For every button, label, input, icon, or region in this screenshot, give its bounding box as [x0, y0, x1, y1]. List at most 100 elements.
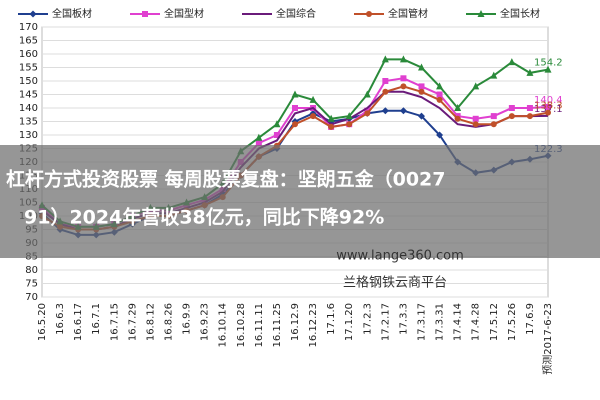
data-point	[364, 110, 371, 117]
data-point	[545, 103, 551, 110]
x-tick-label: 16.12.9	[290, 303, 301, 341]
data-point	[418, 112, 425, 120]
data-point	[400, 75, 407, 82]
data-point	[508, 105, 515, 111]
end-value-label: 137.1	[534, 104, 563, 115]
data-point	[381, 107, 389, 115]
data-point	[526, 68, 534, 76]
legend-label: 全国型材	[164, 7, 204, 20]
legend-marker	[366, 11, 372, 17]
data-point	[399, 107, 407, 115]
x-tick-label: 17.4.14	[453, 303, 464, 341]
y-tick-label: 145	[19, 90, 38, 101]
data-point	[526, 113, 533, 120]
data-point	[382, 88, 389, 95]
x-tick-label: 16.8.26	[164, 303, 175, 341]
data-point	[291, 90, 299, 98]
data-point	[526, 105, 533, 111]
data-point	[508, 113, 515, 120]
y-tick-label: 155	[19, 63, 38, 74]
data-point	[508, 58, 516, 66]
x-tick-label: 16.11.11	[254, 303, 265, 348]
x-tick-label: 16.7.1	[91, 303, 102, 335]
data-point	[400, 83, 407, 90]
data-point	[418, 88, 425, 95]
y-tick-label: 75	[25, 279, 38, 290]
x-tick-label: 17.5.26	[507, 303, 518, 341]
y-tick-label: 165	[19, 36, 38, 47]
legend-label: 全国管材	[388, 7, 428, 20]
data-point	[436, 82, 444, 90]
data-point	[490, 71, 498, 79]
data-point	[310, 113, 317, 120]
legend-marker	[142, 11, 148, 17]
data-point	[328, 123, 335, 130]
y-tick-label: 170	[19, 22, 38, 33]
data-point	[490, 121, 497, 128]
data-point	[454, 115, 461, 122]
y-tick-label: 70	[25, 292, 38, 303]
data-point	[399, 55, 407, 63]
data-point	[345, 112, 353, 120]
headline-band	[0, 145, 600, 258]
data-point	[346, 121, 353, 128]
data-point	[327, 114, 335, 122]
x-tick-label: 17.2.3	[362, 303, 373, 335]
headline-text: 杠杆方式投资股票 每周股票复盘：坚朗五金（0027	[6, 168, 446, 191]
x-tick-label: 16.6.17	[73, 303, 84, 341]
data-point	[472, 121, 479, 128]
end-value-label: 138.3	[534, 101, 563, 112]
watermark: www.lange360.com	[336, 249, 464, 264]
data-point	[363, 90, 371, 98]
x-tick-label: 16.9.23	[200, 303, 211, 341]
y-tick-label: 160	[19, 49, 38, 60]
y-tick-label: 80	[25, 265, 38, 276]
watermark: 兰格钢铁云商平台	[343, 275, 447, 291]
data-point	[472, 82, 480, 90]
end-value-label: 140.4	[534, 95, 563, 106]
data-point	[273, 120, 281, 128]
x-tick-label: 17.3.3	[398, 303, 409, 335]
x-tick-label: 预测2017-6-23	[541, 303, 554, 375]
headline-text: 91）2024年营收38亿元，同比下降92%	[24, 206, 384, 229]
x-tick-label: 16.6.3	[55, 303, 66, 335]
legend-marker	[477, 10, 485, 17]
y-tick-label: 130	[19, 130, 38, 141]
legend-label: 全国综合	[276, 7, 316, 20]
data-point	[436, 91, 443, 98]
x-tick-label: 16.12.23	[308, 303, 319, 348]
x-tick-label: 17.4.28	[471, 303, 482, 341]
data-point	[292, 121, 298, 128]
x-tick-label: 16.9.9	[182, 303, 193, 335]
data-point	[292, 105, 298, 111]
data-point	[436, 96, 443, 103]
x-tick-label: 16.10.28	[236, 303, 247, 348]
x-tick-label: 17.2.17	[380, 303, 391, 341]
data-point	[545, 109, 551, 116]
legend-label: 全国板材	[52, 7, 92, 20]
data-point	[255, 140, 262, 147]
x-tick-label: 16.10.14	[218, 303, 229, 348]
x-tick-label: 17.6.9	[525, 303, 536, 335]
data-point	[255, 133, 263, 141]
data-point	[382, 78, 389, 84]
x-tick-label: 16.7.15	[109, 303, 120, 341]
end-value-label: 154.2	[534, 58, 563, 69]
x-tick-label: 16.11.25	[272, 303, 283, 348]
y-tick-label: 150	[19, 76, 38, 87]
x-tick-label: 17.3.17	[417, 303, 428, 341]
y-tick-label: 135	[19, 117, 38, 128]
y-tick-label: 140	[19, 103, 38, 114]
x-tick-label: 17.1.6	[326, 303, 337, 335]
x-tick-label: 17.3.31	[435, 303, 446, 341]
x-tick-label: 16.7.29	[127, 303, 138, 341]
x-tick-label: 17.1.20	[344, 303, 355, 341]
data-point	[418, 63, 425, 71]
data-point	[472, 115, 479, 122]
x-tick-label: 16.5.20	[37, 303, 48, 341]
data-point	[309, 95, 317, 103]
data-point	[381, 55, 389, 63]
legend-label: 全国长材	[500, 7, 540, 20]
x-tick-label: 16.8.12	[145, 303, 156, 341]
